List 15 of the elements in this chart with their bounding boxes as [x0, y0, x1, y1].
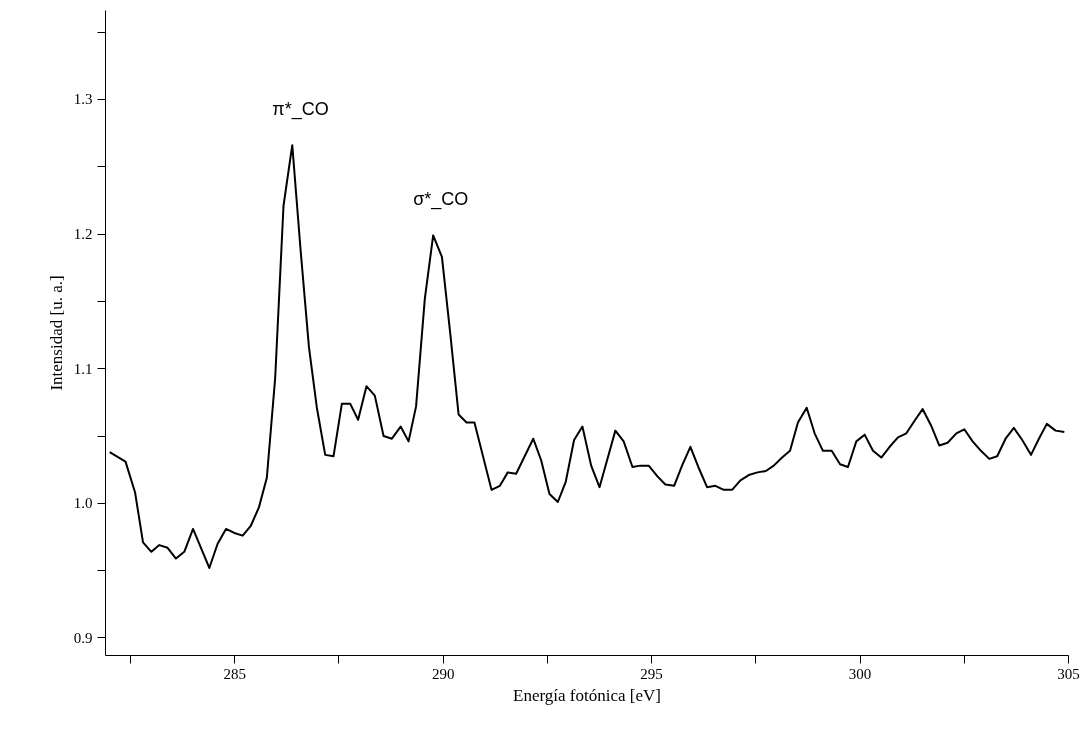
y-axis-title: Intensidad [u. a.]: [46, 275, 66, 391]
annotation: π*_CO: [272, 99, 329, 121]
y-tick-label: 0.9: [73, 629, 93, 646]
text: 1.0: [73, 495, 93, 512]
annotation: σ*_CO: [413, 189, 469, 211]
x-tick-label: 300: [848, 665, 872, 682]
x-tick-label: 295: [640, 665, 663, 682]
y-tick-label: 1.2: [73, 226, 93, 243]
x-tick-label: 285: [223, 665, 246, 682]
y-tick-label: 1.1: [73, 360, 93, 377]
x-axis-title: Energía fotónica [eV]: [513, 685, 661, 705]
x-tick-label: 290: [431, 665, 455, 682]
line-series: [108, 144, 1066, 569]
x-tick-label: 305: [1057, 665, 1080, 682]
y-tick-label: 1.3: [73, 91, 93, 108]
